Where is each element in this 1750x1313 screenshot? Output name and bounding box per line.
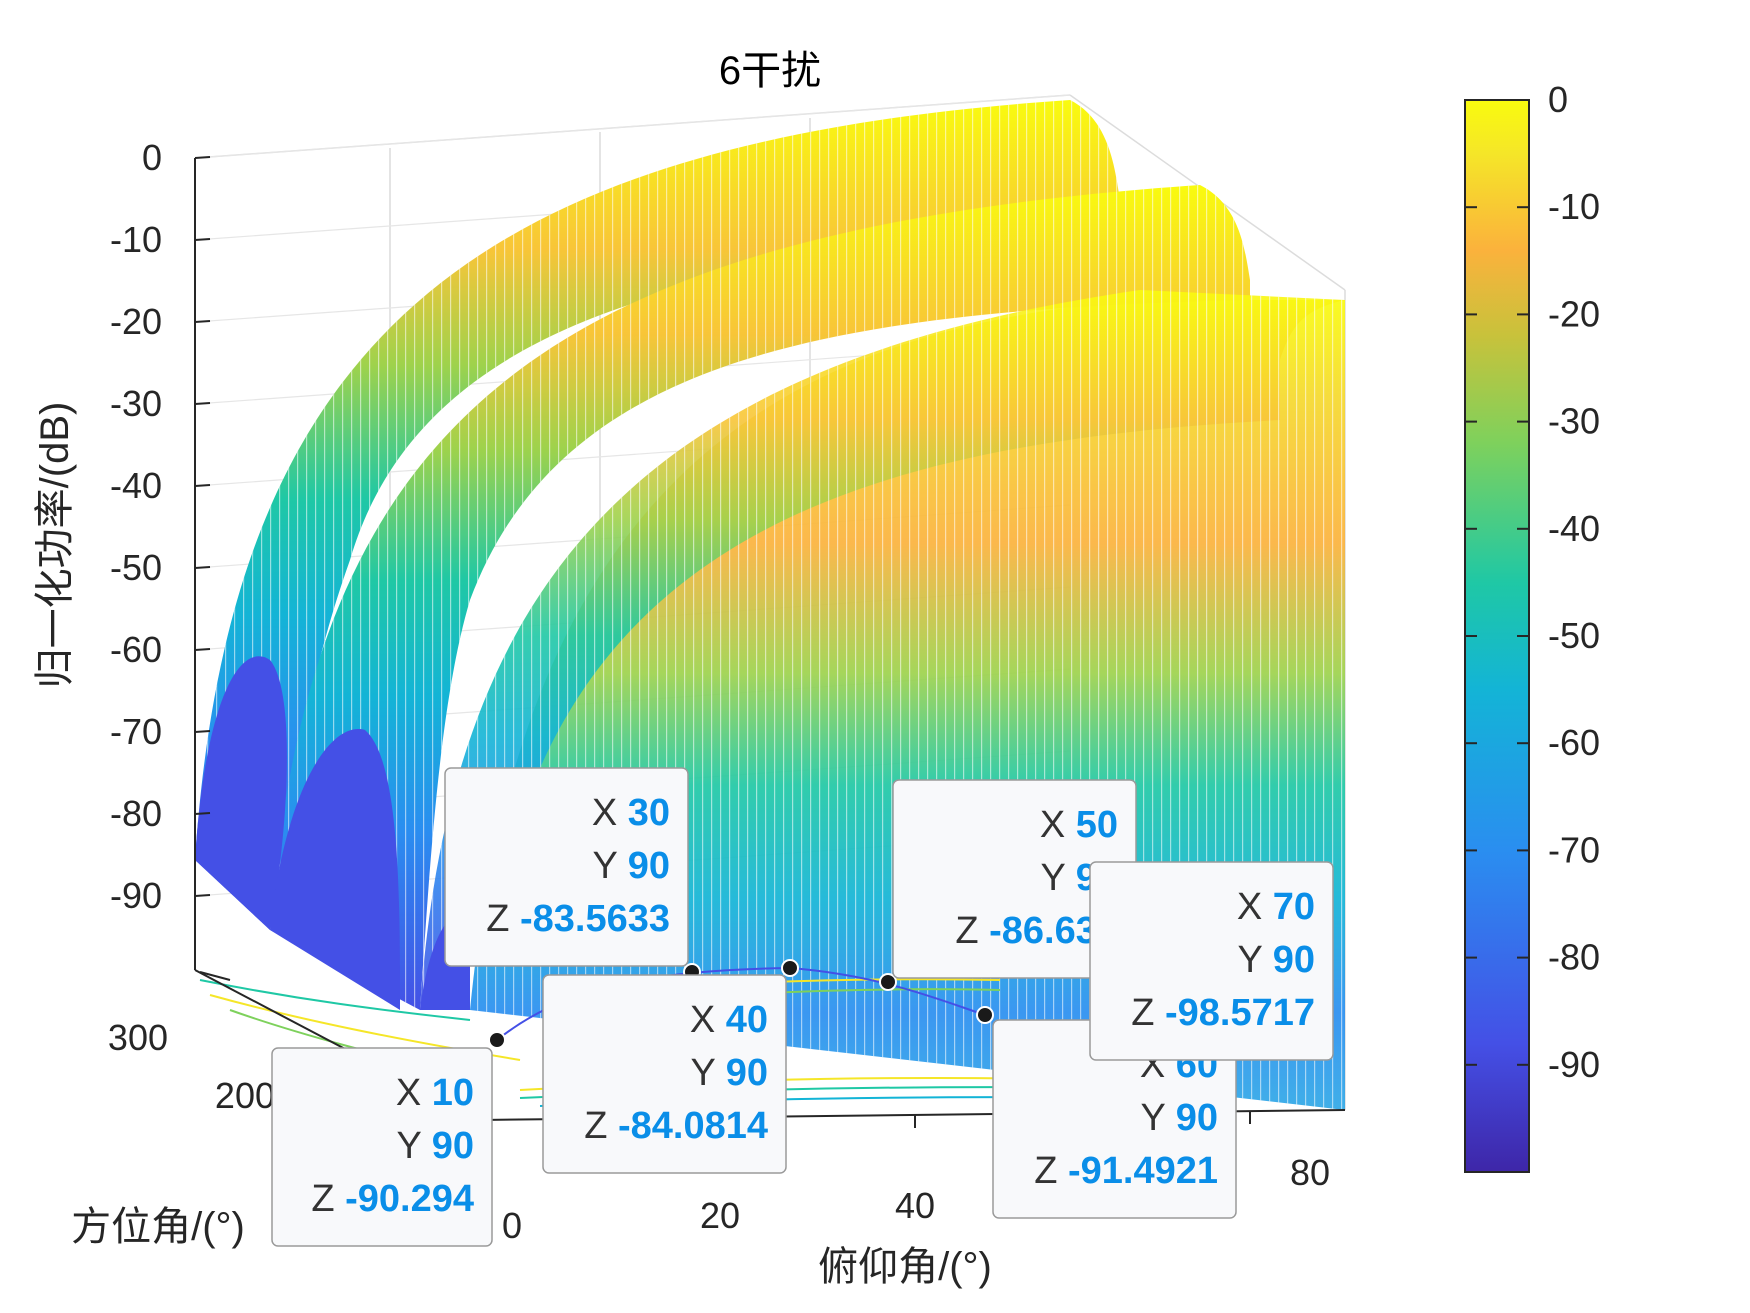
datatip-box bbox=[542, 974, 787, 1174]
datatip-marker bbox=[879, 973, 897, 991]
z-tick-label: 0 bbox=[142, 137, 162, 178]
datatip: X 70 Y 90 Z -98.5717 bbox=[1089, 861, 1334, 1061]
datatip-row-z: Z -83.5633 bbox=[486, 898, 670, 940]
datatip-row-y: Y 90 bbox=[1141, 1097, 1219, 1139]
datatip: X 60Y 90Z -91.4921 bbox=[992, 1019, 1237, 1219]
z-tick-mark bbox=[194, 894, 211, 897]
colorbar-tick-label: -40 bbox=[1548, 508, 1600, 549]
z-tick-label: -50 bbox=[110, 547, 162, 588]
datatip-markers bbox=[488, 959, 994, 1049]
chart-title: 6干扰 bbox=[719, 49, 821, 93]
datatip-row-x: X 10 bbox=[396, 1072, 474, 1114]
colorbar-tick-label: -20 bbox=[1548, 293, 1600, 334]
datatip-row-x: X 40 bbox=[690, 999, 768, 1041]
datatip-marker bbox=[781, 959, 799, 977]
z-tick-label: -40 bbox=[110, 465, 162, 506]
datatip-row-y: Y 90 bbox=[397, 1125, 475, 1167]
z-tick-mark bbox=[194, 402, 211, 405]
z-tick-label: -70 bbox=[110, 711, 162, 752]
z-tick-mark bbox=[194, 730, 211, 733]
datatip-row-z: Z -90.294 bbox=[311, 1178, 474, 1220]
null-region-2 bbox=[270, 729, 400, 1010]
colorbar-tick-label: -10 bbox=[1548, 186, 1600, 227]
y-axis-label: 方位角/(°) bbox=[71, 1205, 245, 1249]
colorbar-tick-label: -90 bbox=[1548, 1044, 1600, 1085]
datatip-box bbox=[444, 767, 689, 967]
z-tick-label: -10 bbox=[110, 219, 162, 260]
x-tick-label: 20 bbox=[700, 1195, 740, 1236]
z-axis-label: 归一化功率/(dB) bbox=[33, 402, 77, 689]
datatip: X 50Y 90Z -86.636 bbox=[892, 779, 1137, 979]
z-tick-label: -20 bbox=[110, 301, 162, 342]
z-tick-mark bbox=[194, 566, 211, 569]
datatip-row-x: X 30 bbox=[592, 792, 670, 834]
x-tick-label: 40 bbox=[895, 1185, 935, 1226]
datatip-row-z: Z -91.4921 bbox=[1034, 1150, 1218, 1192]
x-axis-label: 俯仰角/(°) bbox=[818, 1245, 992, 1289]
datatip: X 10 Y 90 Z -90.294 bbox=[271, 1047, 493, 1247]
datatip-row-z: Z -98.5717 bbox=[1131, 992, 1315, 1034]
datatip-box bbox=[1089, 861, 1334, 1061]
null-region-1 bbox=[195, 656, 287, 930]
y-tick-label: 200 bbox=[215, 1075, 275, 1116]
colorbar-tick-label: -50 bbox=[1548, 615, 1600, 656]
datatip-marker bbox=[488, 1031, 506, 1049]
colorbar-tick-label: 0 bbox=[1548, 79, 1568, 120]
datatip-marker bbox=[976, 1006, 994, 1024]
datatip: X 40 Y 90 Z -84.0814 bbox=[542, 974, 787, 1174]
colorbar-tick-label: -30 bbox=[1548, 401, 1600, 442]
datatip-row-y: Y 90 bbox=[691, 1052, 769, 1094]
z-tick-mark bbox=[194, 648, 211, 651]
z-tick-label: -90 bbox=[110, 875, 162, 916]
z-tick-mark bbox=[194, 812, 211, 815]
z-tick-label: -60 bbox=[110, 629, 162, 670]
z-tick-mark bbox=[194, 156, 211, 159]
datatip-row-y: Y 90 bbox=[1238, 939, 1316, 981]
datatip: X 30 Y 90 Z -83.5633 bbox=[444, 767, 689, 967]
datatip-row-x: X 50 bbox=[1040, 804, 1118, 846]
z-tick-mark bbox=[194, 484, 211, 487]
z-tick-mark bbox=[194, 320, 211, 323]
z-tick-label: -30 bbox=[110, 383, 162, 424]
colorbar: 0 -10 -20 -30 -40 -50 -60 -70 -80 -90 bbox=[1464, 79, 1600, 1173]
y-tick-label: 300 bbox=[108, 1017, 168, 1058]
colorbar-tick-label: -70 bbox=[1548, 829, 1600, 870]
z-tick-label: -80 bbox=[110, 793, 162, 834]
x-tick-label: 80 bbox=[1290, 1152, 1330, 1193]
z-tick-mark bbox=[194, 238, 211, 241]
datatip-row-z: Z -84.0814 bbox=[584, 1105, 768, 1147]
colorbar-tick-label: -80 bbox=[1548, 937, 1600, 978]
x-tick-label: 0 bbox=[502, 1205, 522, 1246]
datatip-row-x: X 70 bbox=[1237, 886, 1315, 928]
colorbar-tick-label: -60 bbox=[1548, 722, 1600, 763]
datatip-box bbox=[271, 1047, 493, 1247]
datatip-row-y: Y 90 bbox=[593, 845, 671, 887]
